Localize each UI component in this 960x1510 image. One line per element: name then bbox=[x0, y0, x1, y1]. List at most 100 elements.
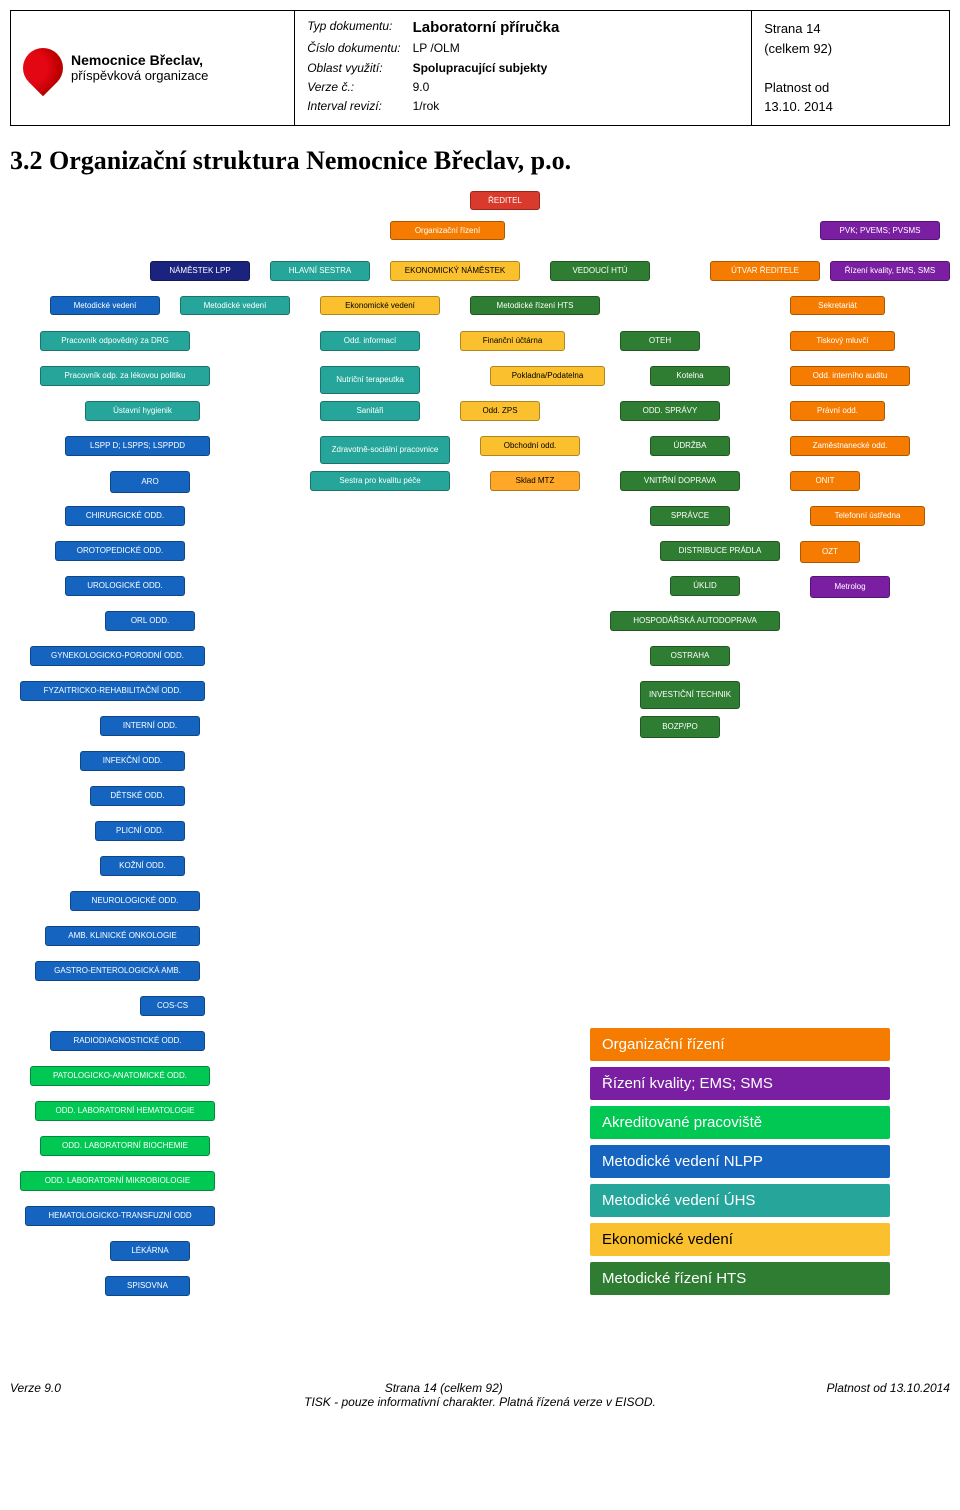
footer-date: Platnost od 13.10.2014 bbox=[827, 1381, 950, 1395]
page-info: Strana 14 (celkem 92) Platnost od 13.10.… bbox=[752, 11, 949, 125]
org-name-sub: příspěvková organizace bbox=[71, 68, 208, 83]
document-header: Nemocnice Břeclav, příspěvková organizac… bbox=[10, 10, 950, 126]
node-kozni: KOŽNÍ ODD. bbox=[100, 856, 185, 876]
org-name: Nemocnice Břeclav, příspěvková organizac… bbox=[71, 52, 208, 83]
legend-item-0: Organizační řízení bbox=[590, 1028, 890, 1061]
legend-item-5: Ekonomické vedení bbox=[590, 1223, 890, 1256]
node-oteh: OTEH bbox=[620, 331, 700, 351]
doc-type: Laboratorní příručka bbox=[413, 19, 740, 39]
node-pokladna: Pokladna/Podatelna bbox=[490, 366, 605, 386]
node-vedouci-htu: VEDOUCÍ HTÚ bbox=[550, 261, 650, 281]
node-urolog: UROLOGICKÉ ODD. bbox=[65, 576, 185, 596]
node-hosp-auto: HOSPODÁŘSKÁ AUTODOPRAVA bbox=[610, 611, 780, 631]
legend-item-1: Řízení kvality; EMS; SMS bbox=[590, 1067, 890, 1100]
node-radio: RADIODIAGNOSTICKÉ ODD. bbox=[50, 1031, 205, 1051]
area-label: Oblast využití: bbox=[307, 61, 400, 78]
node-sestra-kval: Sestra pro kvalitu péče bbox=[310, 471, 450, 491]
node-lab-bioch: ODD. LABORATORNÍ BIOCHEMIE bbox=[40, 1136, 210, 1156]
node-onkol: AMB. KLINICKÉ ONKOLOGIE bbox=[45, 926, 200, 946]
node-sekretariat: Sekretariát bbox=[790, 296, 885, 316]
node-spisovna: SPISOVNA bbox=[105, 1276, 190, 1296]
page-num: Strana 14 bbox=[764, 21, 820, 36]
doc-num-label: Číslo dokumentu: bbox=[307, 41, 400, 58]
node-zamest: Zaměstnanecké odd. bbox=[790, 436, 910, 456]
node-met-riz-hts: Metodické řízení HTS bbox=[470, 296, 600, 316]
node-spravce: SPRÁVCE bbox=[650, 506, 730, 526]
node-lab-hemat: ODD. LABORATORNÍ HEMATOLOGIE bbox=[35, 1101, 215, 1121]
legend: Organizační řízení Řízení kvality; EMS; S… bbox=[590, 1028, 890, 1301]
node-plicni: PLICNÍ ODD. bbox=[95, 821, 185, 841]
node-coscs: COS-CS bbox=[140, 996, 205, 1016]
node-tisk-mluv: Tiskový mluvčí bbox=[790, 331, 895, 351]
node-ozt: OZT bbox=[800, 541, 860, 563]
node-aro: ARO bbox=[110, 471, 190, 493]
node-odd-spravy: ODD. SPRÁVY bbox=[620, 401, 720, 421]
node-ust-hyg: Ústavní hygienik bbox=[85, 401, 200, 421]
node-odd-inf: Odd. informací bbox=[320, 331, 420, 351]
node-sanitari: Sanitáři bbox=[320, 401, 420, 421]
node-distr-pradla: DISTRIBUCE PRÁDLA bbox=[660, 541, 780, 561]
node-hlavni-sestra: HLAVNÍ SESTRA bbox=[270, 261, 370, 281]
node-met-ved-1: Metodické vedení bbox=[50, 296, 160, 316]
node-patolog: PATOLOGICKO-ANATOMICKÉ ODD. bbox=[30, 1066, 210, 1086]
node-namestek-lpp: NÁMĚSTEK LPP bbox=[150, 261, 250, 281]
node-lekarna: LÉKÁRNA bbox=[110, 1241, 190, 1261]
node-ostraha: OSTRAHA bbox=[650, 646, 730, 666]
node-met-ved-2: Metodické vedení bbox=[180, 296, 290, 316]
node-onit: ONIT bbox=[790, 471, 860, 491]
node-lab-mikro: ODD. LABORATORNÍ MIKROBIOLOGIE bbox=[20, 1171, 215, 1191]
node-hemat-trans: HEMATOLOGICKO-TRANSFUZNÍ ODD bbox=[25, 1206, 215, 1226]
interval-label: Interval revizí: bbox=[307, 99, 400, 116]
node-odd-audit: Odd. interního auditu bbox=[790, 366, 910, 386]
node-chirurg: CHIRURGICKÉ ODD. bbox=[65, 506, 185, 526]
legend-item-3: Metodické vedení NLPP bbox=[590, 1145, 890, 1178]
node-metrolog: Metrolog bbox=[810, 576, 890, 598]
node-org-rizeni: Organizační řízení bbox=[390, 221, 505, 241]
node-reditel: ŘEDITEL bbox=[470, 191, 540, 211]
node-ekon-namestek: EKONOMICKÝ NÁMĚSTEK bbox=[390, 261, 520, 281]
node-sklad-mtz: Sklad MTZ bbox=[490, 471, 580, 491]
logo-cell: Nemocnice Břeclav, příspěvková organizac… bbox=[11, 11, 295, 125]
legend-item-2: Akreditované pracoviště bbox=[590, 1106, 890, 1139]
org-name-bold: Nemocnice Břeclav, bbox=[71, 52, 203, 68]
node-fin-uct: Finanční účtárna bbox=[460, 331, 565, 351]
interval: 1/rok bbox=[413, 99, 740, 116]
node-interni: INTERNÍ ODD. bbox=[100, 716, 200, 736]
node-prac-lek: Pracovník odp. za lékovou politiku bbox=[40, 366, 210, 386]
node-odd-zps: Odd. ZPS bbox=[460, 401, 540, 421]
version-label: Verze č.: bbox=[307, 80, 400, 97]
doc-type-label: Typ dokumentu: bbox=[307, 19, 400, 39]
org-chart: Organizační řízení Řízení kvality; EMS; S… bbox=[10, 191, 950, 1371]
page-title: 3.2 Organizační struktura Nemocnice Břec… bbox=[10, 146, 950, 176]
node-fyzio: FYZAITRICKO-REHABILITAČNÍ ODD. bbox=[20, 681, 205, 701]
footer: Verze 9.0 Strana 14 (celkem 92) Platnost… bbox=[10, 1381, 950, 1395]
node-nutr-ter: Nutriční terapeutka bbox=[320, 366, 420, 394]
node-invest: INVESTIČNÍ TECHNIK bbox=[640, 681, 740, 709]
version: 9.0 bbox=[413, 80, 740, 97]
node-rizeni-kvality: Řízení kvality, EMS, SMS bbox=[830, 261, 950, 281]
legend-item-6: Metodické řízení HTS bbox=[590, 1262, 890, 1295]
node-orl: ORL ODD. bbox=[105, 611, 195, 631]
node-tel-ustr: Telefonní ústředna bbox=[810, 506, 925, 526]
node-neurolog: NEUROLOGICKÉ ODD. bbox=[70, 891, 200, 911]
node-zdrav-soc: Zdravotně-sociální pracovnice bbox=[320, 436, 450, 464]
footer-disclaimer: TISK - pouze informativní charakter. Pla… bbox=[10, 1395, 950, 1409]
node-uklid: ÚKLID bbox=[670, 576, 740, 596]
node-infekcni: INFEKČNÍ ODD. bbox=[80, 751, 185, 771]
valid-date: 13.10. 2014 bbox=[764, 99, 833, 114]
node-obchod: Obchodní odd. bbox=[480, 436, 580, 456]
valid-label: Platnost od bbox=[764, 80, 829, 95]
node-pvk: PVK; PVEMS; PVSMS bbox=[820, 221, 940, 241]
node-pravni: Právní odd. bbox=[790, 401, 885, 421]
node-vnitr-dopr: VNITŘNÍ DOPRAVA bbox=[620, 471, 740, 491]
hospital-logo-icon bbox=[15, 39, 72, 96]
page-total: (celkem 92) bbox=[764, 41, 832, 56]
node-gastro: GASTRO-ENTEROLOGICKÁ AMB. bbox=[35, 961, 200, 981]
node-kotelna: Kotelna bbox=[650, 366, 730, 386]
node-bozp: BOZP/PO bbox=[640, 716, 720, 738]
legend-item-4: Metodické vedení ÚHS bbox=[590, 1184, 890, 1217]
node-prac-drg: Pracovník odpovědný za DRG bbox=[40, 331, 190, 351]
area: Spolupracující subjekty bbox=[413, 61, 740, 78]
node-utvar-reditele: ÚTVAR ŘEDITELE bbox=[710, 261, 820, 281]
doc-num: LP /OLM bbox=[413, 41, 740, 58]
